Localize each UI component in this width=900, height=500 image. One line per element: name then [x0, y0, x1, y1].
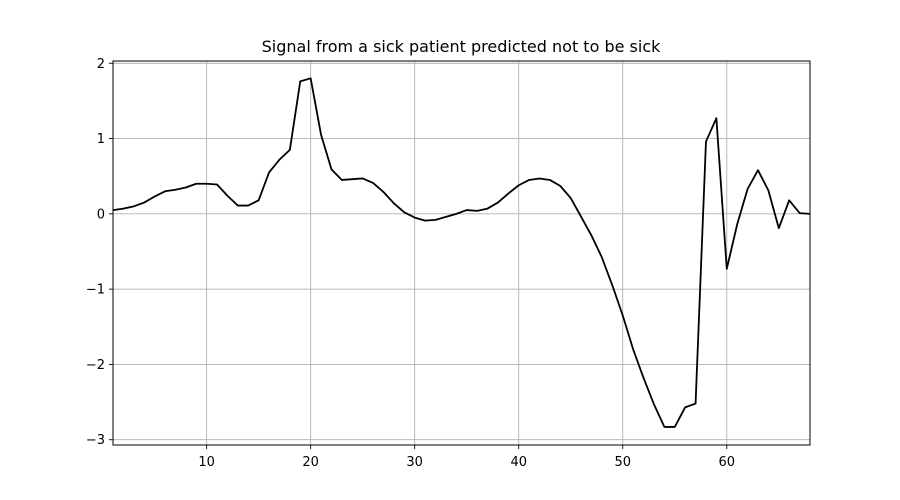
x-tick-label: 30 — [406, 455, 423, 470]
x-tick-label: 60 — [719, 455, 736, 470]
plot-frame — [112, 60, 811, 446]
y-tick-label: −2 — [86, 358, 105, 373]
series-group — [112, 77, 811, 428]
x-tick-label: 40 — [510, 455, 527, 470]
x-tick-label: 50 — [614, 455, 631, 470]
chart-title: Signal from a sick patient predicted not… — [262, 37, 661, 56]
signal-line — [112, 77, 811, 428]
x-axis: 10 20 30 40 50 60 — [198, 445, 735, 470]
x-tick-label: 20 — [302, 455, 319, 470]
grid-lines — [113, 61, 810, 445]
y-tick-label: −3 — [86, 433, 105, 448]
x-tick-label: 10 — [198, 455, 215, 470]
y-tick-label: 2 — [97, 57, 105, 72]
y-tick-label: −1 — [86, 283, 105, 298]
y-tick-label: 0 — [97, 207, 105, 222]
y-axis: 2 1 0 −1 −2 −3 — [86, 57, 113, 448]
plot-border — [112, 60, 811, 446]
y-tick-label: 1 — [97, 132, 105, 147]
